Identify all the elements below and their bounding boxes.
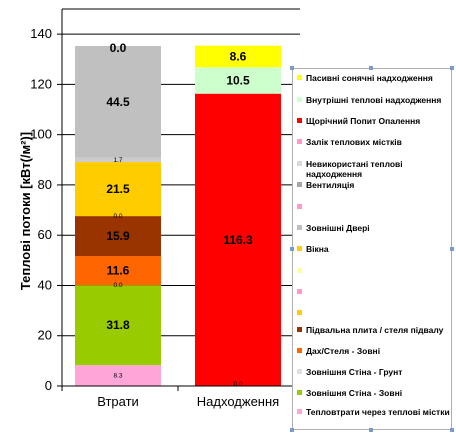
legend-swatch [297,409,302,414]
legend-resize-handle[interactable] [450,66,454,70]
legend-label: Щорічний Попит Опалення [306,116,421,126]
y-tick-label: 20 [38,328,52,343]
bar-segment [75,162,161,217]
bar-segment [75,157,161,163]
legend-resize-handle[interactable] [369,66,373,70]
data-label: 8.6 [230,50,247,64]
legend-label: Пасивні сонячні надходження [306,73,433,83]
legend[interactable]: Пасивні сонячні надходження Внутрішні теп… [290,66,454,432]
y-tick-label: 80 [38,177,52,192]
legend-resize-handle[interactable] [450,247,454,251]
data-label: 21.5 [106,182,130,196]
y-tick-label: 120 [30,76,52,91]
legend-swatch [297,348,302,353]
legend-swatch [297,268,302,273]
legend-swatch [297,289,302,294]
y-tick-label: 140 [30,26,52,41]
bar-segment [195,45,281,68]
legend-label: Невикористані теплові надходження [306,159,403,179]
legend-label: Підвальна плита / стеля підвалу [306,325,444,335]
data-label: 15.9 [106,229,130,243]
bar-segment [75,216,161,257]
legend-label: Дах/Стеля - Зовні [306,346,381,356]
bar-segment [195,93,281,386]
legend-label: Зовнішня Стіна - Зовні [306,388,403,398]
bar-segment [75,45,161,158]
legend-swatch [297,390,302,395]
data-label: 0.0 [113,213,122,220]
legend-swatch [297,75,302,80]
bar-segment [195,67,281,94]
legend-resize-handle[interactable] [290,247,294,251]
legend-label: Зовнішні Двері [306,223,370,233]
legend-swatch [297,139,302,144]
y-tick-label: 40 [38,277,52,292]
bar-segment [75,365,161,386]
data-label: 1.7 [113,157,122,164]
data-label: 116.3 [223,233,253,247]
data-label: 0.0 [113,282,122,289]
data-label: 0.0 [110,41,127,55]
legend-swatch [297,161,302,166]
legend-label: Вентиляція [306,180,355,190]
legend-swatch [297,182,302,187]
legend-resize-handle[interactable] [450,428,454,432]
legend-label: Тепловтрати через теплові містки [306,407,450,417]
legend-swatch [297,246,302,251]
data-label: 10.5 [226,74,250,88]
legend-label: Зовнішня Стіна - Грунт [306,367,403,377]
data-label: 44.5 [106,95,130,109]
legend-swatch [297,310,302,315]
data-label: 8.3 [113,373,122,380]
data-label: 11.6 [107,264,130,278]
legend-label: Залік теплових містків [306,137,402,147]
legend-resize-handle[interactable] [290,428,294,432]
legend-swatch [297,118,302,123]
bar-segment [75,256,161,286]
data-labels: 8.3 31.8 0.0 11.6 15.9 0.0 21.5 1.7 44.5 0.0 0.0 11… [106,41,253,388]
legend-swatch [297,225,302,230]
y-axis-title: Теплові потоки [кВт(/м²)] [18,132,33,290]
legend-label: Внутрішні теплові надходження [306,95,442,105]
legend-swatch [297,327,302,332]
legend-swatch [297,204,302,209]
bar-segment [75,285,161,366]
data-label: 0.0 [233,381,242,388]
y-tick-label: 60 [38,227,52,242]
x-category-label: Втрати [97,394,139,409]
bars [75,45,281,386]
x-category-label: Надходження [197,394,279,409]
y-tick-label: 0 [45,378,52,393]
legend-label: Вікна [306,244,329,254]
legend-resize-handle[interactable] [369,428,373,432]
axes: 0 20 40 60 80 100 120 140 Втрати Надходження [30,9,301,409]
y-tick-label: 100 [30,127,52,142]
legend-resize-handle[interactable] [290,66,294,70]
legend-swatch [297,97,302,102]
data-label: 31.8 [106,318,130,332]
legend-swatch [297,369,302,374]
